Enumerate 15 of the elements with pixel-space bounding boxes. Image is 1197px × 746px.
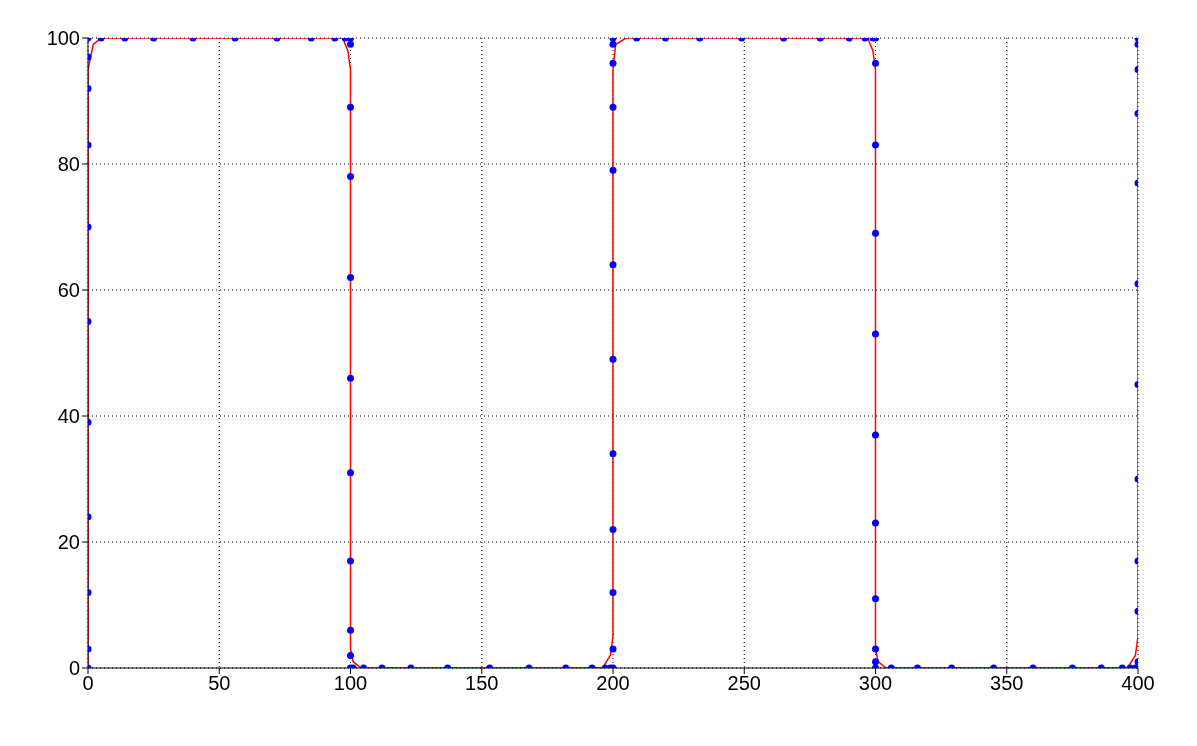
x-tick-label: 250 — [727, 672, 761, 695]
y-tick-label: 20 — [57, 531, 80, 554]
x-tick-label: 50 — [208, 672, 231, 695]
x-tick-label: 350 — [990, 672, 1024, 695]
x-tick-label: 300 — [858, 672, 893, 695]
x-tick-label: 400 — [1121, 672, 1155, 695]
y-tick-label: 40 — [57, 405, 80, 428]
x-tick-label: 200 — [596, 672, 630, 695]
y-tick-label: 60 — [57, 279, 80, 302]
x-tick-label: 100 — [333, 672, 368, 695]
y-tick-label: 0 — [68, 657, 80, 680]
x-tick-label: 150 — [465, 672, 499, 695]
y-tick-label: 80 — [57, 153, 80, 176]
x-tick-label: 0 — [82, 672, 94, 695]
y-tick-label: 100 — [46, 27, 80, 50]
